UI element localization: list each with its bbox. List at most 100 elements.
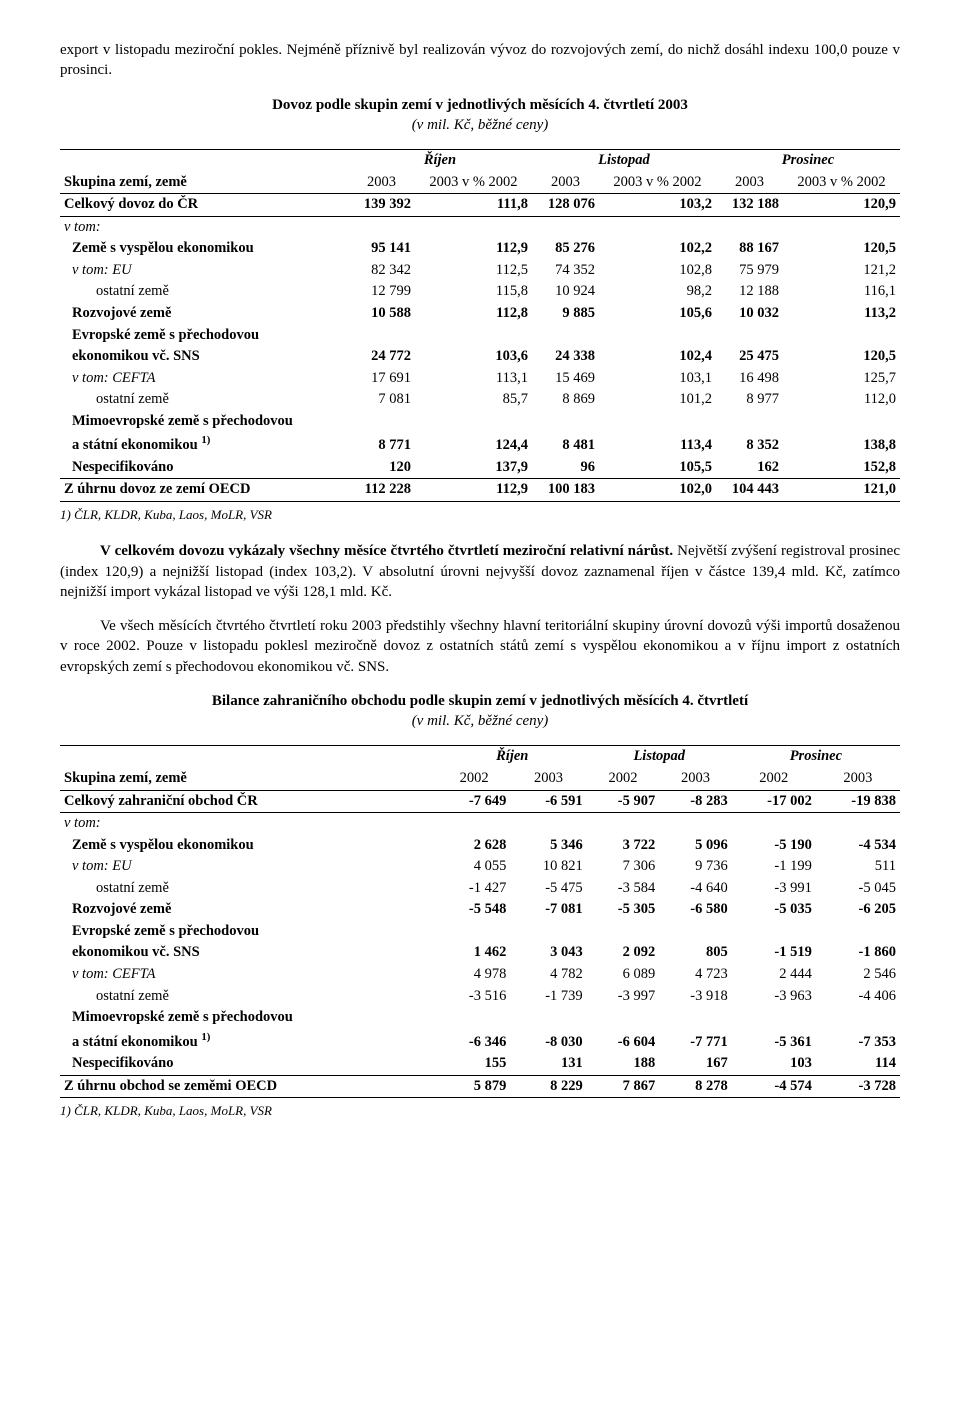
col-nov: Listopad (532, 150, 716, 172)
cell: 125,7 (783, 368, 900, 390)
cell: 805 (659, 942, 732, 964)
row-ost2: ostatní země 7 08185,7 8 869101,2 8 9771… (60, 389, 900, 411)
cell-label: Nespecifikováno (60, 457, 348, 479)
cell: 113,2 (783, 303, 900, 325)
cell: 511 (816, 856, 900, 878)
cell: 155 (438, 1053, 511, 1075)
row-ost1: ostatní země 12 799115,8 10 92498,2 12 1… (60, 281, 900, 303)
row-evr-l1: Evropské země s přechodovou (60, 921, 900, 943)
cell: 17 691 (348, 368, 415, 390)
cell: -5 045 (816, 878, 900, 900)
cell-label: v tom: CEFTA (60, 964, 438, 986)
cell-label: ostatní země (60, 986, 438, 1008)
cell: 104 443 (716, 479, 783, 502)
cell: -19 838 (816, 790, 900, 813)
cell: 111,8 (415, 194, 532, 217)
cell: 102,0 (599, 479, 716, 502)
cell: -4 574 (732, 1075, 816, 1098)
row-eu: v tom: EU 4 05510 821 7 3069 736 -1 1995… (60, 856, 900, 878)
cell: 16 498 (716, 368, 783, 390)
cell: -4 640 (659, 878, 732, 900)
col-oct-p: 2003 v % 2002 (415, 172, 532, 194)
cell: 167 (659, 1053, 732, 1075)
table1-footnote: 1) ČLR, KLDR, Kuba, Laos, MoLR, VSR (60, 506, 900, 524)
cell: -3 728 (816, 1075, 900, 1098)
cell: -7 353 (816, 1029, 900, 1053)
cell: 113,4 (599, 432, 716, 456)
row-total: Celkový dovoz do ČR 139 392 111,8 128 07… (60, 194, 900, 217)
cell: -6 580 (659, 899, 732, 921)
cell: 2 444 (732, 964, 816, 986)
table2-units: (v mil. Kč, běžné ceny) (412, 713, 549, 729)
cell: 6 089 (587, 964, 660, 986)
row-evr: ekonomikou vč. SNS 24 772103,6 24 338102… (60, 346, 900, 368)
sup-ref: 1) (201, 434, 210, 446)
cell: -1 860 (816, 942, 900, 964)
cell: 152,8 (783, 457, 900, 479)
cell: 7 867 (587, 1075, 660, 1098)
cell: 95 141 (348, 238, 415, 260)
row-vysp: Země s vyspělou ekonomikou 95 141112,9 8… (60, 238, 900, 260)
cell-label: v tom: EU (60, 856, 438, 878)
cell: 15 469 (532, 368, 599, 390)
cell: 103,6 (415, 346, 532, 368)
cell: 3 043 (510, 942, 586, 964)
cell: 5 346 (510, 835, 586, 857)
row-vtom: v tom: (60, 813, 900, 835)
cell-label: Z úhrnu dovoz ze zemí OECD (60, 479, 348, 502)
label-text: a státní ekonomikou (72, 437, 201, 453)
cell: -3 991 (732, 878, 816, 900)
cell: 102,8 (599, 260, 716, 282)
col-dec-p: 2003 v % 2002 (783, 172, 900, 194)
cell: 10 821 (510, 856, 586, 878)
cell: -1 427 (438, 878, 511, 900)
cell: 120,5 (783, 346, 900, 368)
col-group: Skupina zemí, země (60, 746, 438, 790)
cell: 101,2 (599, 389, 716, 411)
cell: 96 (532, 457, 599, 479)
row-mimo: a státní ekonomikou 1) -6 346-8 030 -6 6… (60, 1029, 900, 1053)
col-n03: 2003 (659, 768, 732, 790)
cell: -6 205 (816, 899, 900, 921)
cell: -5 548 (438, 899, 511, 921)
cell-label: v tom: (60, 216, 348, 238)
cell: 7 306 (587, 856, 660, 878)
cell: -5 190 (732, 835, 816, 857)
cell: 100 183 (532, 479, 599, 502)
row-oecd: Z úhrnu obchod se zeměmi OECD 5 8798 229… (60, 1075, 900, 1098)
cell: 105,5 (599, 457, 716, 479)
col-nov: Listopad (587, 746, 732, 768)
row-vtom: v tom: (60, 216, 900, 238)
cell: 9 736 (659, 856, 732, 878)
row-mimo: a státní ekonomikou 1) 8 771124,4 8 4811… (60, 432, 900, 456)
cell: 9 885 (532, 303, 599, 325)
cell: 1 462 (438, 942, 511, 964)
cell-label: Rozvojové země (60, 303, 348, 325)
cell: -5 907 (587, 790, 660, 813)
cell: -4 406 (816, 986, 900, 1008)
row-rozv: Rozvojové země 10 588112,8 9 885105,6 10… (60, 303, 900, 325)
cell: 138,8 (783, 432, 900, 456)
cell: 115,8 (415, 281, 532, 303)
cell-label: Evropské země s přechodovou (60, 921, 438, 943)
row-eu: v tom: EU 82 342112,5 74 352102,8 75 979… (60, 260, 900, 282)
cell: 5 879 (438, 1075, 511, 1098)
cell: 120 (348, 457, 415, 479)
cell: -4 534 (816, 835, 900, 857)
table1-units: (v mil. Kč, běžné ceny) (412, 117, 549, 133)
intro-paragraph: export v listopadu meziroční pokles. Nej… (60, 40, 900, 81)
cell-label: Evropské země s přechodovou (60, 325, 348, 347)
col-dec: Prosinec (732, 746, 900, 768)
col-nov-v: 2003 (532, 172, 599, 194)
cell: 121,0 (783, 479, 900, 502)
cell: 112,9 (415, 238, 532, 260)
col-oct: Říjen (348, 150, 532, 172)
cell: 8 352 (716, 432, 783, 456)
cell-label: Země s vyspělou ekonomikou (60, 238, 348, 260)
row-rozv: Rozvojové země -5 548-7 081 -5 305-6 580… (60, 899, 900, 921)
col-dec: Prosinec (716, 150, 900, 172)
row-mimo-l1: Mimoevropské země s přechodovou (60, 411, 900, 433)
cell: 8 229 (510, 1075, 586, 1098)
cell: -6 591 (510, 790, 586, 813)
cell: 128 076 (532, 194, 599, 217)
